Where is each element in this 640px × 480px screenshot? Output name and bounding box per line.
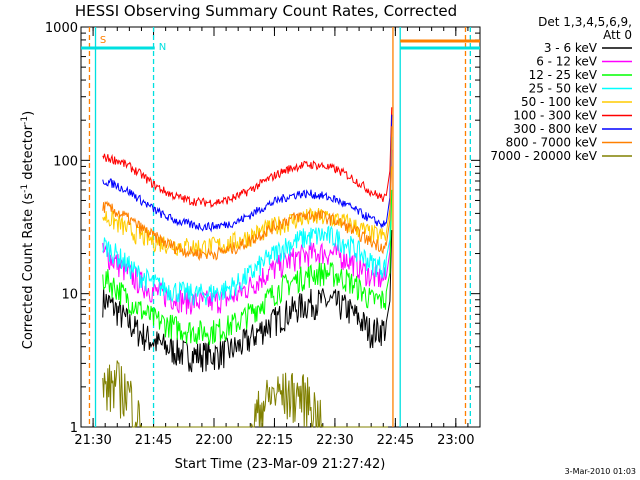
series-line	[102, 126, 393, 262]
y-axis-label-main: Corrected Count Rate (s	[21, 193, 36, 350]
series-line	[102, 149, 393, 315]
legend-entry-label: 25 - 50 keV	[529, 82, 598, 96]
series-line	[102, 114, 393, 233]
series-group	[102, 136, 393, 306]
plot-frame	[80, 26, 481, 428]
y-axis-label-mid: detector	[21, 124, 36, 184]
series-line	[102, 360, 388, 428]
series-line	[102, 166, 393, 258]
flag-label-n: N	[159, 42, 166, 53]
series-group	[102, 107, 393, 209]
legend-entry-label: 12 - 25 keV	[529, 68, 598, 82]
legend-header-line-1: Det 1,3,4,5,6,9,	[538, 15, 632, 29]
series-group	[102, 189, 393, 346]
x-tick-label: 23:00	[437, 433, 474, 448]
x-tick-label: 21:45	[135, 433, 172, 448]
series-group	[102, 114, 393, 233]
legend-entry-label: 300 - 800 keV	[513, 122, 597, 136]
y-axis-label-sup1: -1	[20, 184, 30, 193]
y-axis-label-end: )	[21, 111, 36, 116]
x-tick-label: 22:30	[316, 433, 353, 448]
series-group	[102, 230, 393, 373]
series-line	[102, 136, 393, 306]
y-tick-label: 10	[61, 288, 78, 303]
series-group	[102, 166, 393, 258]
timestamp: 3-Mar-2010 01:03	[565, 467, 636, 476]
y-tick-label: 1000	[45, 21, 78, 36]
legend-entry-label: 6 - 12 keV	[536, 55, 598, 69]
x-tick-label: 21:30	[74, 433, 111, 448]
chart-title: HESSI Observing Summary Count Rates, Cor…	[75, 2, 457, 20]
legend-entry-label: 3 - 6 keV	[544, 41, 598, 55]
y-axis-label-sup2: -1	[20, 116, 30, 125]
x-tick-label: 22:00	[195, 433, 232, 448]
y-tick-label: 100	[53, 154, 78, 169]
legend-header-line-2: Att 0	[603, 28, 632, 42]
series-line	[102, 230, 393, 373]
x-tick-label: 22:45	[377, 433, 414, 448]
legend-entry-label: 7000 - 20000 keV	[490, 149, 597, 163]
y-tick-label: 1	[70, 421, 78, 436]
x-axis-label: Start Time (23-Mar-09 21:27:42)	[175, 457, 386, 472]
legend-entry-label: 800 - 7000 keV	[506, 136, 598, 150]
legend-entry-label: 50 - 100 keV	[521, 95, 598, 109]
y-axis-label: Corrected Count Rate (s-1 detector-1)	[20, 111, 36, 349]
series-group	[102, 149, 393, 315]
legend-entry-label: 100 - 300 keV	[513, 109, 597, 123]
series-line	[102, 189, 393, 346]
plot-area: 1 10 100 1000 21:30 21:45 22:00 22:15 22:30 22:45…	[45, 21, 481, 448]
flag-label-s: S	[100, 35, 106, 46]
series-group	[102, 360, 388, 428]
x-tick-label: 22:15	[256, 433, 293, 448]
series-group	[102, 126, 393, 262]
series-line	[102, 107, 393, 209]
